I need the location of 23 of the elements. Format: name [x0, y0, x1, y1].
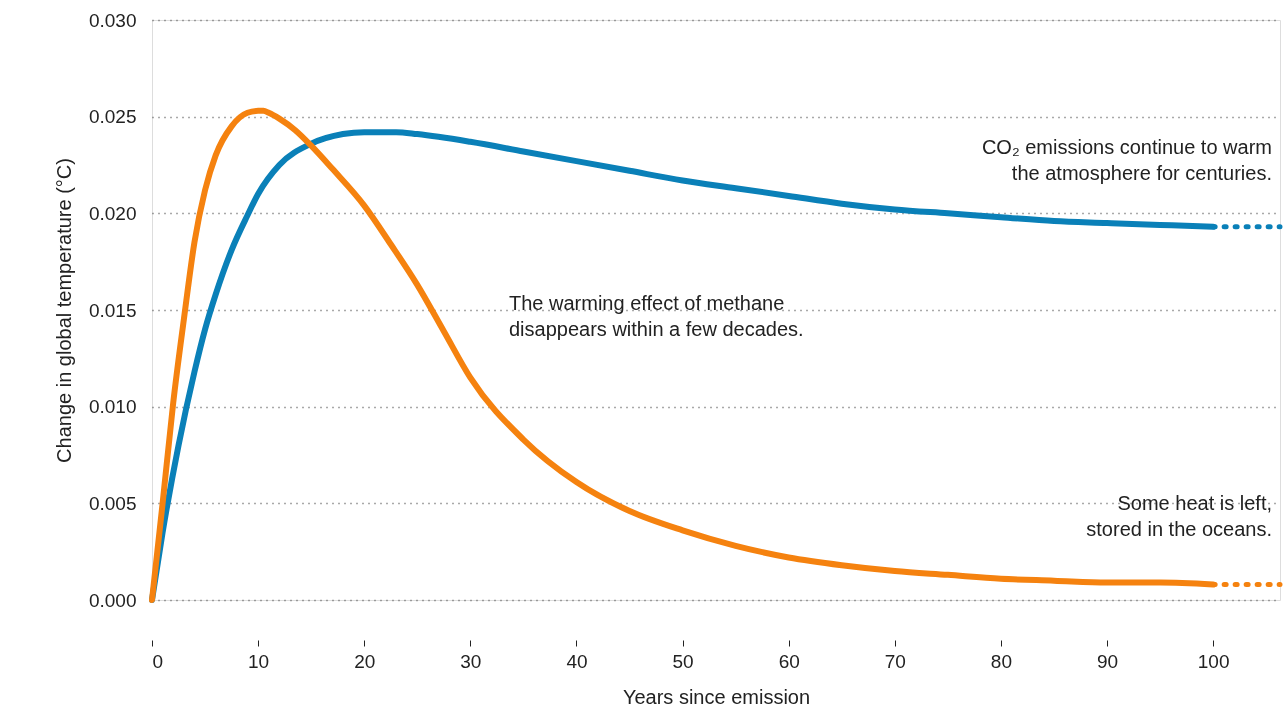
y-tick-label: 0.005 — [88, 492, 137, 514]
y-tick-label: 0.020 — [88, 202, 137, 224]
annotation: CO₂ emissions continue to warm the atmosphere for centuries. — [981, 136, 1272, 184]
x-tick-label: 20 — [354, 650, 376, 672]
x-tick-label: 90 — [1096, 650, 1119, 672]
y-tick-label: 0.025 — [88, 106, 137, 128]
annotation: Some heat is left, stored in the oceans. — [1086, 492, 1272, 540]
x-tick-label: 40 — [566, 650, 588, 672]
x-tick-label: 80 — [990, 650, 1012, 672]
x-tick-label: 0 — [152, 650, 164, 672]
annotation: The warming effect of methane disappears within a few decades. — [509, 292, 804, 340]
x-tick-label: 70 — [884, 650, 906, 672]
x-axis-title: Years since emission — [622, 685, 811, 708]
y-tick-label: 0.030 — [88, 9, 137, 31]
y-tick-label: 0.010 — [88, 396, 137, 418]
x-tick-label: 30 — [460, 650, 482, 672]
x-tick-label: 50 — [672, 650, 694, 672]
y-axis-title: Change in global temperature (°C) — [52, 158, 75, 463]
y-tick-label: 0.015 — [88, 299, 137, 321]
x-tick-label: 10 — [248, 650, 270, 672]
y-tick-label: 0.000 — [88, 589, 137, 611]
x-tick-label: 100 — [1197, 650, 1230, 672]
x-tick-label: 60 — [778, 650, 800, 672]
